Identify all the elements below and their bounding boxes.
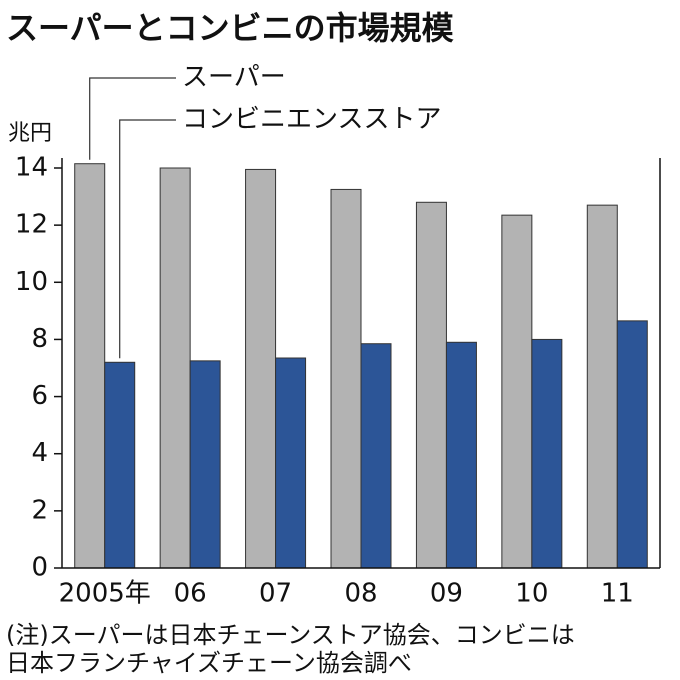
x-tick-label: 06 (174, 579, 207, 609)
bar (104, 361, 136, 569)
x-tick-label: 2005年 (59, 579, 151, 609)
bar (330, 188, 362, 569)
note: (注)スーパーは日本チェーンストア協会、コンビニは (6, 621, 575, 649)
y-tick-label: 12 (15, 210, 48, 240)
legend-label: スーパー (182, 63, 286, 93)
x-tick-label: 07 (259, 579, 292, 609)
chart-title: スーパーとコンビニの市場規模 (6, 9, 454, 47)
y-unit: 兆円 (8, 121, 52, 146)
legend-label: コンビニエンスストア (182, 105, 441, 135)
bar (360, 343, 392, 569)
bar (245, 168, 277, 569)
y-tick-label: 2 (31, 495, 48, 525)
x-tick-label: 09 (430, 579, 463, 609)
bar (531, 338, 563, 569)
y-tick-label: 14 (15, 153, 48, 183)
bar (415, 201, 447, 569)
bar (501, 214, 533, 569)
bar (74, 163, 106, 569)
y-tick-label: 0 (31, 553, 48, 583)
legend-leader (89, 77, 176, 160)
bar (586, 204, 618, 569)
y-tick-label: 4 (31, 438, 48, 468)
bar (616, 320, 648, 569)
bar (275, 357, 307, 569)
note: 日本フランチャイズチェーン協会調べ (6, 649, 412, 677)
y-tick-label: 6 (31, 381, 48, 411)
y-tick-label: 10 (15, 267, 48, 297)
x-tick-label: 10 (515, 579, 548, 609)
bar (159, 167, 191, 569)
legend-leader (119, 119, 176, 359)
bar (189, 360, 221, 569)
y-tick-label: 8 (31, 324, 48, 354)
bar (445, 341, 477, 569)
x-tick-label: 11 (601, 579, 634, 609)
x-tick-label: 08 (344, 579, 377, 609)
